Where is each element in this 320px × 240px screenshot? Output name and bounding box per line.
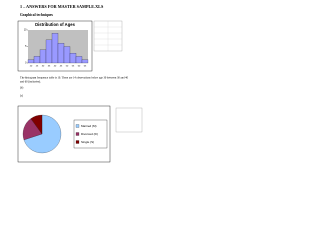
pie-slice xyxy=(23,114,62,154)
y-tick-label: 10 xyxy=(24,29,27,32)
x-tick-label: 45 xyxy=(60,66,63,68)
bar xyxy=(51,33,59,64)
legend-swatch xyxy=(75,140,80,144)
legend-swatch xyxy=(75,124,80,128)
legend-label: Single (S) xyxy=(81,140,94,144)
bar xyxy=(45,39,53,64)
chart-title: Distribution of Ages xyxy=(35,22,76,27)
x-tick-label: 30 xyxy=(42,66,45,68)
table-grid xyxy=(94,21,122,51)
y-tick-label: 0 xyxy=(25,62,27,65)
y-tick-label: 5 xyxy=(25,45,27,48)
x-tick-label: 65 xyxy=(84,66,87,68)
bar xyxy=(57,43,65,64)
x-tick-label: 35 xyxy=(48,66,51,68)
page-title: 1 – ANSWERS FOR MASTER SAMPLE.XLS xyxy=(20,4,104,9)
subtitle: Graphical techniques xyxy=(20,13,53,17)
legend-swatch xyxy=(75,132,80,136)
pie-table xyxy=(115,107,143,133)
bar xyxy=(81,59,89,64)
bar xyxy=(69,52,77,64)
pie-slice xyxy=(30,114,43,135)
x-tick-label: 25 xyxy=(36,66,39,68)
body-text: and 60 (inclusive). xyxy=(20,81,41,84)
legend-label: Married (M) xyxy=(81,124,97,128)
legend-box xyxy=(73,119,108,149)
body-text: (c) xyxy=(20,95,23,98)
x-tick-label: 50 xyxy=(66,66,69,68)
bar xyxy=(33,56,41,64)
x-tick-label: 55 xyxy=(72,66,75,68)
bar xyxy=(63,46,71,64)
body-text: The histogram frequency table is 10. The… xyxy=(20,77,129,80)
x-tick-label: 40 xyxy=(54,66,57,68)
bar xyxy=(27,59,35,64)
x-tick-label: 60 xyxy=(78,66,81,68)
legend-label: Divorced (D) xyxy=(81,132,98,136)
page: 1 – ANSWERS FOR MASTER SAMPLE.XLS Graphi… xyxy=(17,4,143,163)
bar xyxy=(39,49,47,64)
bar xyxy=(75,56,83,64)
body-text: (b) xyxy=(20,87,23,90)
x-tick-label: 20 xyxy=(30,66,33,68)
